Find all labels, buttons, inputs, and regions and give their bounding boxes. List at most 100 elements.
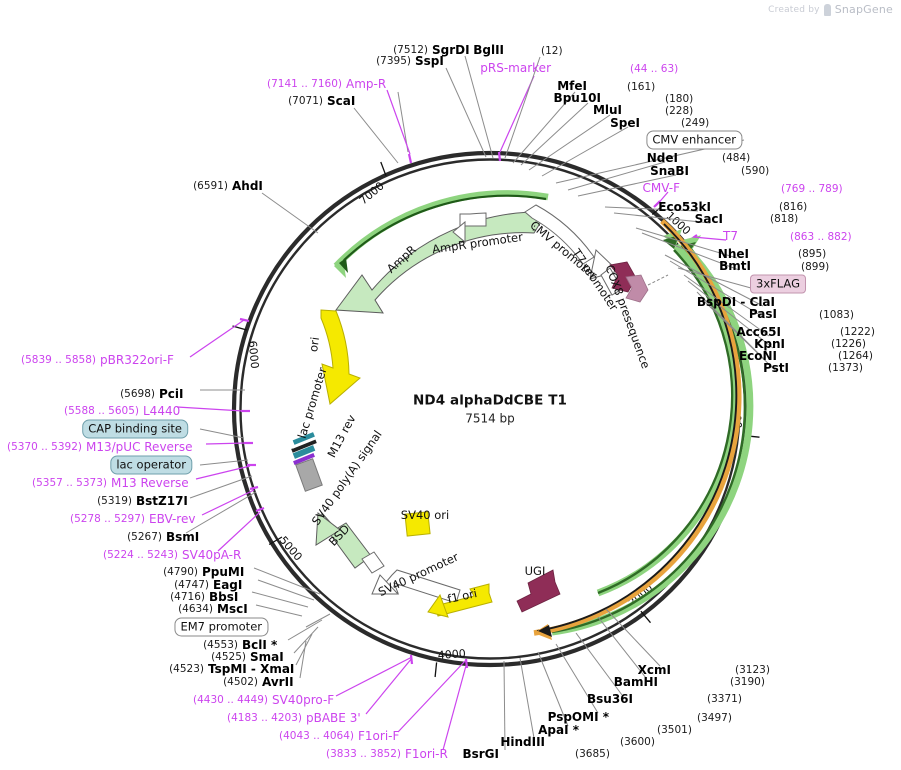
watermark-brand: SnapGene <box>834 3 893 16</box>
primer-label-prs-marker[interactable]: pRS-marker <box>480 61 551 75</box>
feature-label-f1-ori[interactable]: f1 ori <box>446 586 478 606</box>
annotation-position-labels_bottom_left-5: (4525) <box>211 650 246 663</box>
primer-label-m13-puc-reverse[interactable]: M13/pUC Reverse <box>86 440 193 454</box>
enzyme-label-avrii[interactable]: AvrII <box>262 675 294 689</box>
snapgene-watermark: Created by SnapGene <box>768 3 893 16</box>
annotation-position-labels_top_right-10: (818) <box>770 212 799 225</box>
enzyme-label-kpni[interactable]: KpnI <box>754 337 785 351</box>
enzyme-label-snabi[interactable]: SnaBI <box>650 164 689 178</box>
enzyme-label-bsu36i[interactable]: Bsu36I <box>587 692 633 706</box>
primer-label-sv40pro-f[interactable]: SV40pro-F <box>272 693 335 707</box>
feature-box-cap-binding-site[interactable]: CAP binding site <box>82 419 188 439</box>
enzyme-label-bglii[interactable]: BglII <box>473 43 504 57</box>
enzyme-label-scai[interactable]: ScaI <box>327 94 356 108</box>
enzyme-label-tspmi-xmai[interactable]: TspMI - XmaI <box>208 662 295 676</box>
primer-label-pbabe-3[interactable]: pBABE 3' <box>306 711 361 725</box>
leader-lines-bottom-left <box>251 567 468 751</box>
primer-label-cmv-f[interactable]: CMV-F <box>642 181 680 195</box>
enzyme-label-ahdi[interactable]: AhdI <box>232 179 263 193</box>
enzyme-label-hindiii[interactable]: HindIII <box>500 735 545 749</box>
annotation-position-labels_bottom_right-4: (3501) <box>657 723 692 736</box>
enzyme-label-bsmi[interactable]: BsmI <box>166 530 200 544</box>
feature-label-sv40-poly-a-signal[interactable]: SV40 poly(A) signal <box>309 428 385 528</box>
annotation-position-labels_top_right-4: (228) <box>665 104 694 117</box>
feature-label-m13-rev[interactable]: M13 rev <box>324 412 358 460</box>
primer-label-ebv-rev[interactable]: EBV-rev <box>149 512 196 526</box>
primer-label-f1ori-r[interactable]: F1ori-R <box>405 747 448 761</box>
enzyme-label-nhei[interactable]: NheI <box>717 247 749 261</box>
enzyme-label-msci[interactable]: MscI <box>217 602 248 616</box>
enzyme-label-acc65i[interactable]: Acc65I <box>736 325 781 339</box>
annotation-position-labels_top_right-0: (12) <box>541 44 563 57</box>
feature-label-sv40-ori[interactable]: SV40 ori <box>401 508 449 522</box>
primer-label-sv40pa-r[interactable]: SV40pA-R <box>182 548 242 562</box>
enzyme-label-bpu10i[interactable]: Bpu10I <box>553 91 601 105</box>
enzyme-label-bmti[interactable]: BmtI <box>719 259 751 273</box>
enzyme-label-spei[interactable]: SpeI <box>610 116 640 130</box>
enzyme-label-mlui[interactable]: MluI <box>592 103 622 117</box>
annotation-position-labels_bottom_right-6: (3685) <box>575 747 610 760</box>
enzyme-label-apai[interactable]: ApaI * <box>538 723 579 737</box>
annotation-position-labels_top_right-6: (484) <box>722 151 751 164</box>
feature-label-lac-promoter[interactable]: lac promoter <box>295 365 330 440</box>
annotation-position-labels_top_left-2: (7141 .. 7160) <box>267 77 342 90</box>
enzyme-label-econi[interactable]: EcoNI <box>738 349 777 363</box>
enzyme-label-mfei[interactable]: MfeI <box>557 79 587 93</box>
feature-box-3xflag[interactable]: 3xFLAG <box>750 274 806 294</box>
feature-lac-promoter <box>291 432 318 465</box>
enzyme-label-bcli[interactable]: BclI * <box>242 638 278 652</box>
enzyme-label-smai[interactable]: SmaI <box>250 650 284 664</box>
annotation-position-labels_top_right-8: (769 .. 789) <box>781 182 843 195</box>
enzyme-label-bbsi[interactable]: BbsI <box>209 590 239 604</box>
enzyme-label-sspi[interactable]: SspI <box>415 54 444 68</box>
feature-label-ori[interactable]: ori <box>306 336 322 353</box>
enzyme-label-bsrgi[interactable]: BsrGI <box>462 747 499 761</box>
enzyme-label-ndei[interactable]: NdeI <box>646 151 678 165</box>
feature-ugi <box>516 569 561 613</box>
primer-label-l4440[interactable]: L4440 <box>143 404 181 418</box>
annotation-position-labels_bottom_right-2: (3371) <box>707 692 742 705</box>
primer-label-amp-r[interactable]: Amp-R <box>346 77 387 91</box>
enzyme-label-pcii[interactable]: PciI <box>159 387 184 401</box>
annotation-position-labels_bottom_left-0: (4790) <box>163 565 198 578</box>
enzyme-label-pasi[interactable]: PasI <box>748 307 777 321</box>
feature-sv40-polyA-grey-box <box>295 458 323 492</box>
enzyme-label-eagi[interactable]: EagI <box>213 578 243 592</box>
plasmid-name: ND4 alphaDdCBE T1 <box>412 392 568 409</box>
annotation-position-labels_top_right-17: (1226) <box>831 337 866 350</box>
enzyme-label-bstz17i[interactable]: BstZ17I <box>136 494 188 508</box>
feature-ampR <box>335 209 548 314</box>
primer-label-pbr322ori-f[interactable]: pBR322ori-F <box>100 353 174 367</box>
annotation-position-labels_bottom_left-9: (4183 .. 4203) <box>227 711 302 724</box>
annotation-position-labels_left-3: (5370 .. 5392) <box>7 440 82 453</box>
primer-label-m13-reverse[interactable]: M13 Reverse <box>111 476 189 490</box>
feature-bsd <box>315 511 372 569</box>
enzyme-label-psti[interactable]: PstI <box>763 361 789 375</box>
enzyme-label-saci[interactable]: SacI <box>694 212 723 226</box>
feature-box-em7-promoter[interactable]: EM7 promoter <box>174 617 268 637</box>
enzyme-label-pspomi[interactable]: PspOMI * <box>547 710 609 724</box>
enzyme-label-xcmi[interactable]: XcmI <box>637 663 671 677</box>
annotation-position-labels_top_right-2: (161) <box>627 80 656 93</box>
enzyme-label-sgrdi[interactable]: SgrDI <box>432 43 470 57</box>
primer-label-f1ori-f[interactable]: F1ori-F <box>358 729 400 743</box>
annotation-position-labels_top_right-15: (1083) <box>819 308 854 321</box>
feature-f1-ori <box>427 583 493 618</box>
feature-box-cmv-enhancer[interactable]: CMV enhancer <box>646 130 742 150</box>
leader-lines-bottom-right <box>503 608 661 751</box>
feature-box-lac-operator[interactable]: lac operator <box>110 455 192 475</box>
enzyme-label-bspdi-clai[interactable]: BspDI - ClaI <box>696 295 775 309</box>
enzyme-label-eco53ki[interactable]: Eco53kI <box>658 200 711 214</box>
annotation-position-labels_top_right-13: (899) <box>801 260 830 273</box>
enzyme-label-bamhi[interactable]: BamHI <box>613 675 658 689</box>
annotation-position-labels_top_right-7: (590) <box>741 164 770 177</box>
feature-ampR-promoter <box>452 212 487 244</box>
primer-label-t7[interactable]: T7 <box>723 229 738 243</box>
feature-sv40-ori <box>404 511 431 537</box>
enzyme-label-ppumi[interactable]: PpuMI <box>202 565 245 579</box>
plasmid-size: 7514 bp <box>465 411 515 426</box>
annotation-position-labels_left-2: (5588 .. 5605) <box>64 404 139 417</box>
leader-lines-top-left <box>261 55 535 234</box>
annotation-position-labels_left-1: (5698) <box>120 387 155 400</box>
feature-label-ugi[interactable]: UGI <box>525 564 546 578</box>
